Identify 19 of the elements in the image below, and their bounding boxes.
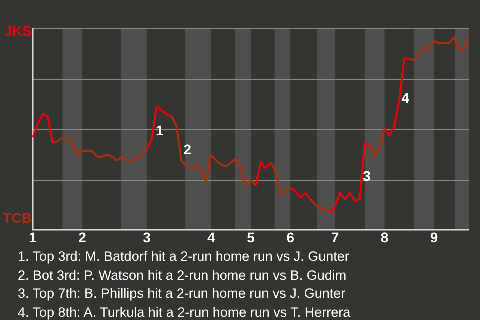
- text: 4. Top 8th: A. Turkula hit a 2-run home run vs T. Herrera: [18, 304, 352, 320]
- x-tick-label: 8: [380, 229, 389, 246]
- x-tick-label: 1: [29, 229, 38, 246]
- x-tick-label: 6: [286, 229, 295, 246]
- text: 2. Bot 3rd: P. Watson hit a 2-run home run vs B. Gudim: [18, 266, 348, 284]
- x-tick-label: 2: [78, 229, 87, 246]
- text: 1. Top 3rd: M. Batdorf hit a 2-run home run vs J. Gunter: [18, 248, 350, 266]
- text: 3. Top 7th: B. Phillips hit a 2-run home run vs J. Gunter: [18, 285, 347, 303]
- x-tick-label: 7: [331, 229, 340, 246]
- annotation: 3: [363, 168, 372, 184]
- text: JKS: [4, 22, 32, 39]
- annotation: 2: [184, 142, 192, 158]
- x-tick-label: 5: [247, 229, 256, 246]
- text: TCB: [3, 210, 32, 226]
- x-tick-label: 4: [207, 229, 216, 246]
- annotation: 4: [402, 90, 410, 106]
- x-tick-label: 9: [430, 229, 438, 246]
- annotation: 1: [156, 122, 164, 138]
- x-tick-label: 3: [143, 229, 152, 246]
